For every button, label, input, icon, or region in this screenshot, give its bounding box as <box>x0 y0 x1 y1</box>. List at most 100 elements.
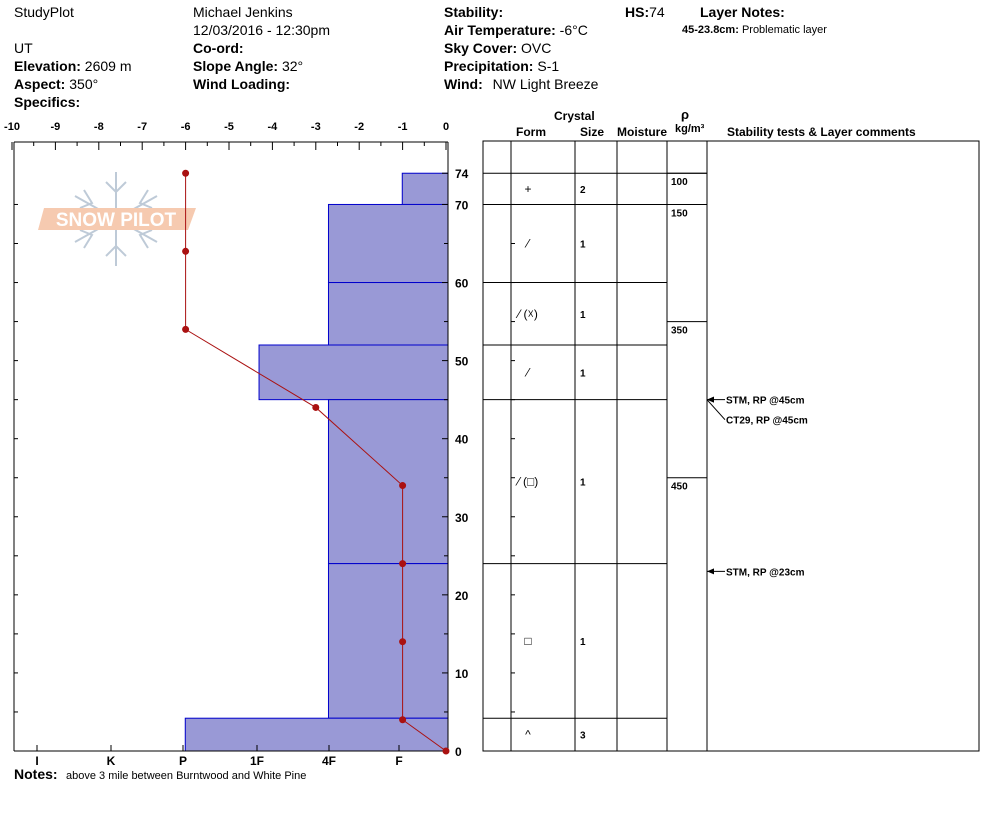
crystal-form-symbol: ^ <box>525 728 531 742</box>
crystal-size-value: 2 <box>580 185 586 196</box>
precipitation: Precipitation: S-1 <box>444 58 559 74</box>
comments-header: Stability tests & Layer comments <box>727 125 916 139</box>
depth-tick-label: 10 <box>455 667 469 681</box>
temperature-point <box>442 747 450 755</box>
temperature-point <box>182 325 190 333</box>
stability-label: Stability: <box>444 4 504 20</box>
depth-tick-label: 50 <box>455 355 469 369</box>
precip-value: S-1 <box>537 58 560 74</box>
notes-text: above 3 mile between Burntwood and White… <box>66 770 307 782</box>
crystal-size-value: 1 <box>580 478 586 489</box>
temp-tick-label: -5 <box>224 121 234 133</box>
temp-tick-label: -4 <box>268 121 279 133</box>
elevation: Elevation: 2609 m <box>14 58 132 74</box>
snowpilot-logo: SNOW PILOT <box>38 172 196 266</box>
hardness-bar <box>258 344 449 401</box>
aspect-value: 350° <box>69 76 99 92</box>
aspect: Aspect: 350° <box>14 76 98 92</box>
temp-tick-label: -7 <box>137 121 147 133</box>
hardness-tick-label: 1F <box>250 754 264 768</box>
hardness-tick-label: K <box>107 754 116 768</box>
observer: Michael Jenkins <box>193 4 293 20</box>
wind-value: NW Light Breeze <box>492 76 599 92</box>
temperature-point <box>182 247 190 255</box>
crystal-size-value: 1 <box>580 310 586 321</box>
air-temperature: Air Temperature: -6°C <box>444 22 588 38</box>
temperature-point <box>399 482 407 490</box>
hardness-tick-label: 4F <box>322 754 336 768</box>
temp-tick-label: -10 <box>4 121 20 133</box>
layer-note-range: 45-23.8cm: <box>682 24 739 36</box>
density-value: 150 <box>671 208 688 219</box>
notes: Notes: above 3 mile between Burntwood an… <box>14 766 306 784</box>
hardness-tick-label: P <box>179 754 187 768</box>
slope-angle: Slope Angle: 32° <box>193 58 303 74</box>
depth-tick-label: 70 <box>455 198 469 212</box>
stability-test-label: STM, RP @23cm <box>726 567 805 578</box>
crystal-form-symbol: ⁄ <box>524 365 531 379</box>
stability-test-label: STM, RP @45cm <box>726 396 805 407</box>
depth-tick-label: 40 <box>455 433 469 447</box>
temp-tick-label: -1 <box>398 121 408 133</box>
temp-tick-label: -9 <box>51 121 61 133</box>
hs-value: 74 <box>649 4 665 20</box>
hardness-bar <box>327 399 449 565</box>
hs-label: HS: <box>625 4 650 20</box>
temperature-point <box>399 716 407 724</box>
temperature-point <box>399 638 407 646</box>
air-temp-value: -6°C <box>559 22 588 38</box>
crystal-size-value: 3 <box>580 731 586 742</box>
crystal-form-symbol: ⁄ (□) <box>515 475 539 489</box>
wind-loading-label: Wind Loading: <box>193 76 291 92</box>
depth-tick-label: 30 <box>455 511 469 525</box>
stability-arrowhead <box>707 396 714 403</box>
crystal-form-symbol: □ <box>524 634 531 648</box>
slope-label: Slope Angle: <box>193 58 279 74</box>
depth-tick-label: 60 <box>455 277 469 291</box>
form-header: Form <box>516 125 546 139</box>
slope-value: 32° <box>281 58 304 74</box>
sky-label: Sky Cover: <box>444 40 518 56</box>
coord-label: Co-ord: <box>193 40 244 56</box>
depth-tick-label: 20 <box>455 589 469 603</box>
temp-tick-label: -6 <box>181 121 191 133</box>
temp-tick-label: -8 <box>94 121 104 133</box>
air-temp-label: Air Temperature: <box>444 22 556 38</box>
depth-tick-label: 74 <box>455 167 469 181</box>
density-value: 450 <box>671 482 688 493</box>
crystal-form-symbol: ⁄ (☓) <box>515 307 538 321</box>
temp-tick-label: -3 <box>311 121 321 133</box>
crystal-size-value: 1 <box>580 240 586 251</box>
temp-tick-label: 0 <box>443 121 449 133</box>
moisture-header: Moisture <box>617 125 668 139</box>
hardness-bar <box>327 282 449 346</box>
hardness-bar <box>184 717 449 752</box>
crystal-form-symbol: + <box>524 182 531 196</box>
notes-label: Notes: <box>14 766 58 782</box>
stability-pointer <box>706 399 726 420</box>
layer-note: 45-23.8cm: Problematic layer <box>682 24 827 36</box>
elevation-label: Elevation: <box>14 58 81 74</box>
hardness-tick-label: I <box>35 754 38 768</box>
hardness-bar <box>401 172 449 205</box>
density-value: 100 <box>671 177 688 188</box>
stability-arrowhead <box>707 568 714 575</box>
logo-text: SNOW PILOT <box>56 210 177 231</box>
hardness-bar <box>327 563 449 719</box>
temperature-point <box>399 560 407 568</box>
temperature-point <box>182 169 190 177</box>
crystal-size-value: 1 <box>580 368 586 379</box>
hs: HS:74 <box>625 4 665 20</box>
elevation-value: 2609 m <box>84 58 132 74</box>
sky-cover: Sky Cover: OVC <box>444 40 551 56</box>
depth-tick-label: 0 <box>455 745 462 759</box>
temp-tick-label: -2 <box>354 121 364 133</box>
site-name: StudyPlot <box>14 4 74 20</box>
precip-label: Precipitation: <box>444 58 534 74</box>
aspect-label: Aspect: <box>14 76 66 92</box>
wind: Wind: NW Light Breeze <box>444 76 598 92</box>
hardness-bar <box>327 203 449 284</box>
specifics-label: Specifics: <box>14 94 81 110</box>
crystal-form-symbol: ⁄ <box>524 237 531 251</box>
